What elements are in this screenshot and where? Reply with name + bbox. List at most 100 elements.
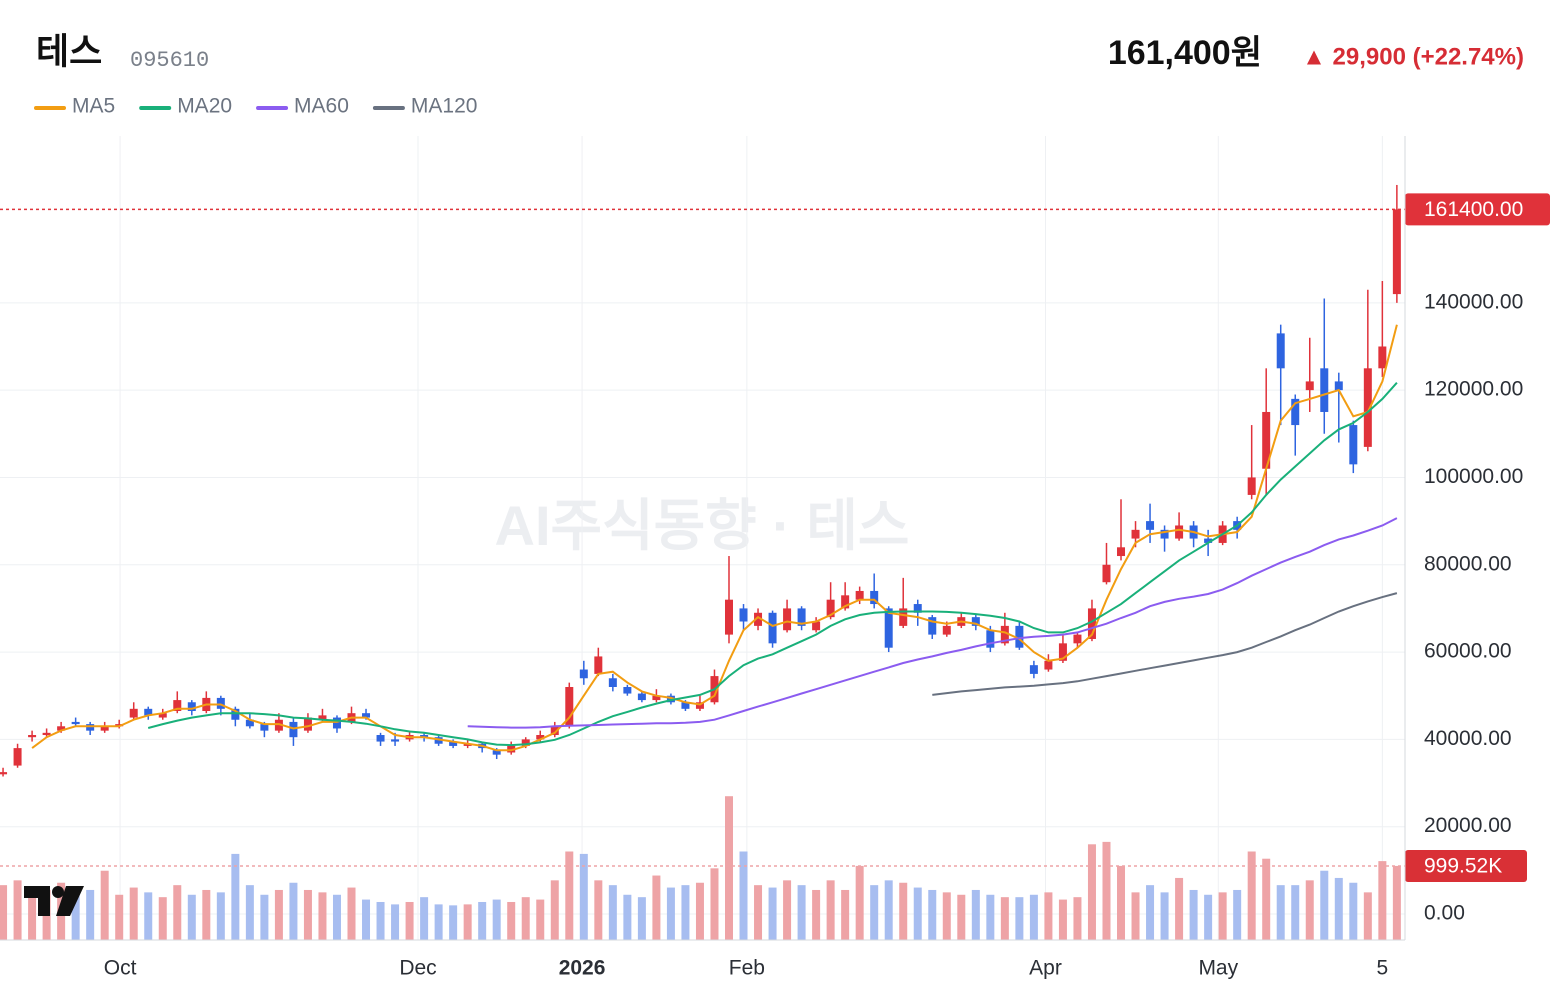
y-tick-label: 40000.00 [1424, 727, 1512, 750]
volume-bar [1334, 877, 1343, 940]
volume-bar [449, 905, 458, 940]
candle-body [28, 735, 37, 738]
volume-bar [870, 885, 879, 940]
volume-bar [913, 887, 922, 940]
volume-bar [158, 897, 167, 940]
legend-label: MA20 [177, 95, 232, 118]
candle-body [115, 724, 124, 727]
volume-bar [1247, 851, 1256, 940]
last-volume-badge [1405, 849, 1527, 882]
volume-bar [971, 889, 980, 940]
candle-body [608, 678, 617, 687]
candle-body [1276, 333, 1285, 369]
volume-bar [957, 894, 966, 940]
ma-line [31, 324, 1398, 752]
ma-line [932, 592, 1398, 696]
ma-line [467, 517, 1398, 729]
candle-body [1247, 477, 1256, 495]
volume-bar [739, 851, 748, 940]
volume-bar [1204, 894, 1213, 940]
volume-bar [1233, 889, 1242, 940]
volume-bar [376, 901, 385, 940]
volume-bar [783, 880, 792, 940]
candle-body [768, 612, 777, 644]
volume-bar [202, 889, 211, 940]
candle-body [565, 686, 574, 727]
candle-body [1146, 521, 1155, 530]
volume-bar [420, 897, 429, 940]
x-tick-label: Oct [104, 957, 137, 980]
candle-body [289, 721, 298, 738]
candle-body [376, 735, 385, 742]
candle-body [260, 724, 269, 731]
volume-bar [1015, 897, 1024, 940]
stock-code: 095610 [130, 48, 209, 73]
volume-pane [0, 796, 1401, 940]
candle-body [884, 608, 893, 648]
moving-averages [31, 324, 1398, 752]
volume-bar [1058, 899, 1067, 940]
candle-body [1131, 529, 1140, 539]
candle-body [913, 604, 922, 613]
last-price-label: 161400.00 [1424, 198, 1523, 221]
candle-body [303, 717, 312, 731]
candle-body [942, 625, 951, 635]
candle-body [899, 608, 908, 626]
volume-bar [521, 897, 530, 940]
candle-body [666, 695, 675, 703]
volume-bar [100, 870, 109, 940]
candle-body [1349, 425, 1358, 465]
candle-body [1204, 538, 1213, 543]
volume-bar [826, 880, 835, 940]
candle-body [1029, 665, 1038, 674]
volume-bar [1320, 870, 1329, 940]
volume-bar [1160, 892, 1169, 940]
y-tick-label: 100000.00 [1424, 465, 1523, 488]
candle-body [870, 590, 879, 605]
x-tick-label: 5 [1377, 957, 1389, 980]
candle-body [1262, 411, 1271, 469]
candle-body [1058, 643, 1067, 661]
volume-bar [274, 889, 283, 940]
candle-body [812, 621, 821, 631]
volume-bar [666, 887, 675, 940]
candle-body [449, 741, 458, 746]
price-change: ▲ 29,900 (+22.74%) [1302, 43, 1524, 70]
volume-bar [1349, 882, 1358, 940]
volume-bar [13, 880, 22, 940]
volume-bar [841, 889, 850, 940]
candle-body [681, 702, 690, 709]
candle-body [1291, 398, 1300, 426]
candle-body [187, 702, 196, 712]
candle-body [420, 735, 429, 738]
volume-bar [1218, 892, 1227, 940]
candle-body [739, 608, 748, 622]
volume-bar [1378, 861, 1387, 940]
candle-body [579, 669, 588, 679]
volume-bar [724, 796, 733, 940]
volume-bar [303, 889, 312, 940]
candle-body [463, 743, 472, 746]
candle-body [536, 735, 545, 740]
volume-bar [1291, 885, 1300, 940]
volume-bar [623, 894, 632, 940]
candle-body [245, 719, 254, 727]
last-price-badge [1405, 193, 1550, 226]
axes: 0.00 20000.00 40000.00 60000.00 80000.00 1000… [0, 193, 1550, 980]
candle-body [971, 617, 980, 626]
volume-bar [1029, 894, 1038, 940]
y-tick-label: 80000.00 [1424, 552, 1512, 575]
volume-bar [1189, 889, 1198, 940]
volume-bar [129, 887, 138, 940]
volume-bar [478, 901, 487, 940]
candle-body [1073, 634, 1082, 644]
x-tick-label: Dec [399, 957, 436, 980]
volume-bar [1044, 892, 1053, 940]
volume-bar [71, 892, 80, 940]
volume-bar [652, 875, 661, 940]
candle-body [1044, 660, 1053, 670]
volume-bar [1000, 897, 1009, 940]
volume-bar [565, 851, 574, 940]
volume-bar [0, 885, 8, 940]
